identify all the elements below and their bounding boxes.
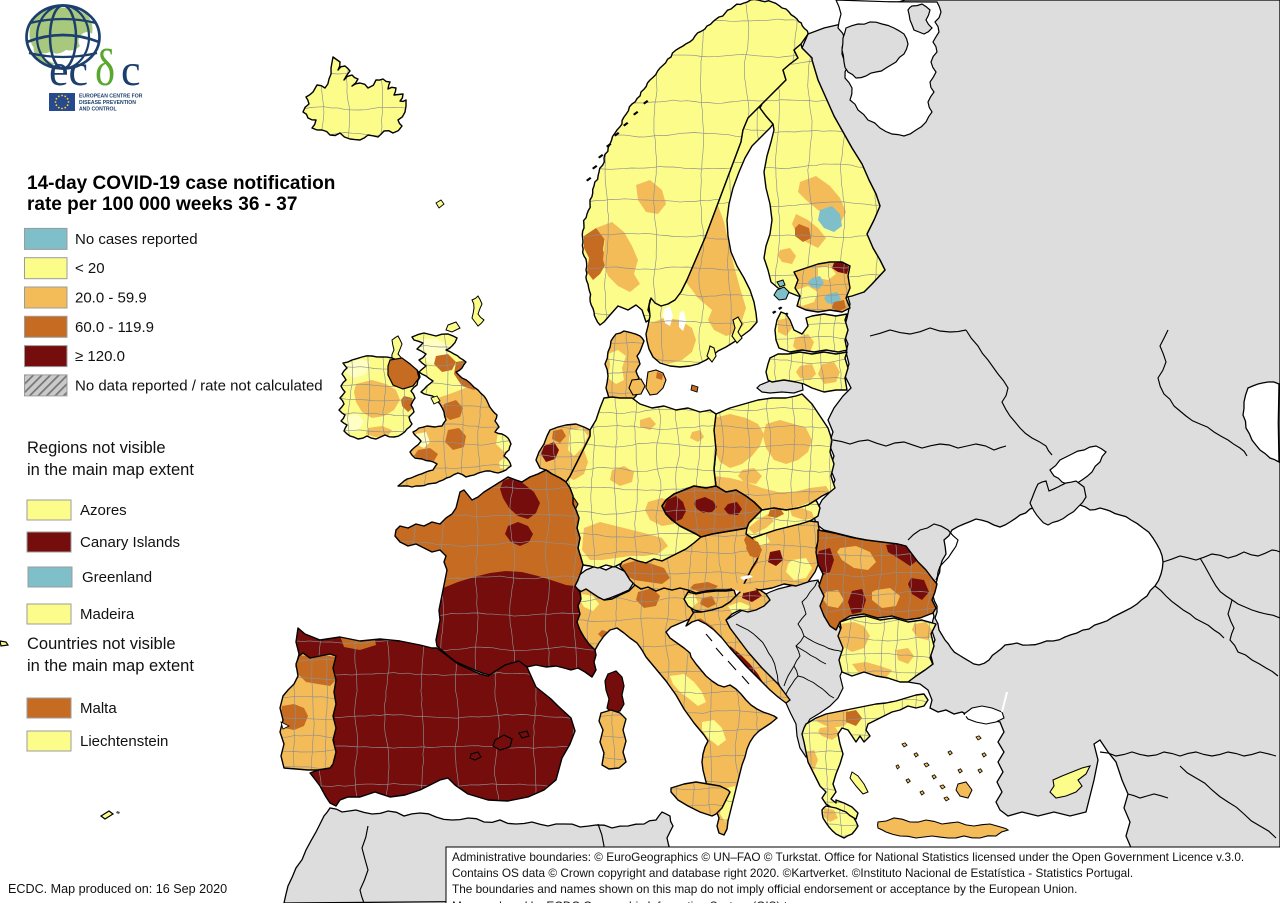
svg-text:DISEASE PREVENTION: DISEASE PREVENTION (79, 100, 136, 106)
svg-text:< 20: < 20 (75, 260, 105, 277)
svg-text:in the main map extent: in the main map extent (27, 461, 194, 479)
svg-text:No cases reported: No cases reported (75, 231, 198, 248)
svg-text:rate per 100 000 weeks 36 - 37: rate per 100 000 weeks 36 - 37 (27, 194, 297, 215)
svg-text:c: c (121, 46, 141, 95)
svg-text:AND CONTROL: AND CONTROL (79, 107, 117, 113)
svg-text:Contains OS data © Crown copyr: Contains OS data © Crown copyright and d… (452, 866, 1133, 880)
svg-text:Azores: Azores (80, 502, 127, 519)
svg-text:No data reported / rate not ca: No data reported / rate not calculated (75, 377, 323, 394)
svg-text:14-day COVID-19 case notificat: 14-day COVID-19 case notification (27, 173, 335, 194)
svg-text:Greenland: Greenland (82, 569, 152, 586)
svg-text:20.0 - 59.9: 20.0 - 59.9 (75, 290, 147, 307)
svg-text:Malta: Malta (80, 700, 117, 717)
svg-text:60.0 - 119.9: 60.0 - 119.9 (75, 319, 154, 336)
svg-text:The boundaries and names shown: The boundaries and names shown on this m… (452, 882, 1077, 896)
svg-text:Countries not visible: Countries not visible (27, 635, 176, 653)
svg-text:≥ 120.0: ≥ 120.0 (75, 348, 125, 365)
svg-text:Canary Islands: Canary Islands (80, 534, 180, 551)
svg-text:ec: ec (49, 46, 88, 95)
svg-text:Liechtenstein: Liechtenstein (80, 733, 168, 750)
svg-text:EUROPEAN CENTRE FOR: EUROPEAN CENTRE FOR (79, 94, 143, 100)
svg-text:Madeira: Madeira (80, 606, 135, 623)
svg-text:in the main map extent: in the main map extent (27, 657, 194, 675)
svg-text:Regions not visible: Regions not visible (27, 439, 166, 457)
svg-text:ECDC. Map produced on: 16 Sep: ECDC. Map produced on: 16 Sep 2020 (8, 882, 227, 896)
svg-text:Map produced by ECDC Geographi: Map produced by ECDC Geographic Informat… (452, 899, 813, 903)
svg-text:δ: δ (95, 40, 115, 97)
svg-text:Administrative boundaries: © E: Administrative boundaries: © EuroGeograp… (452, 850, 1244, 864)
